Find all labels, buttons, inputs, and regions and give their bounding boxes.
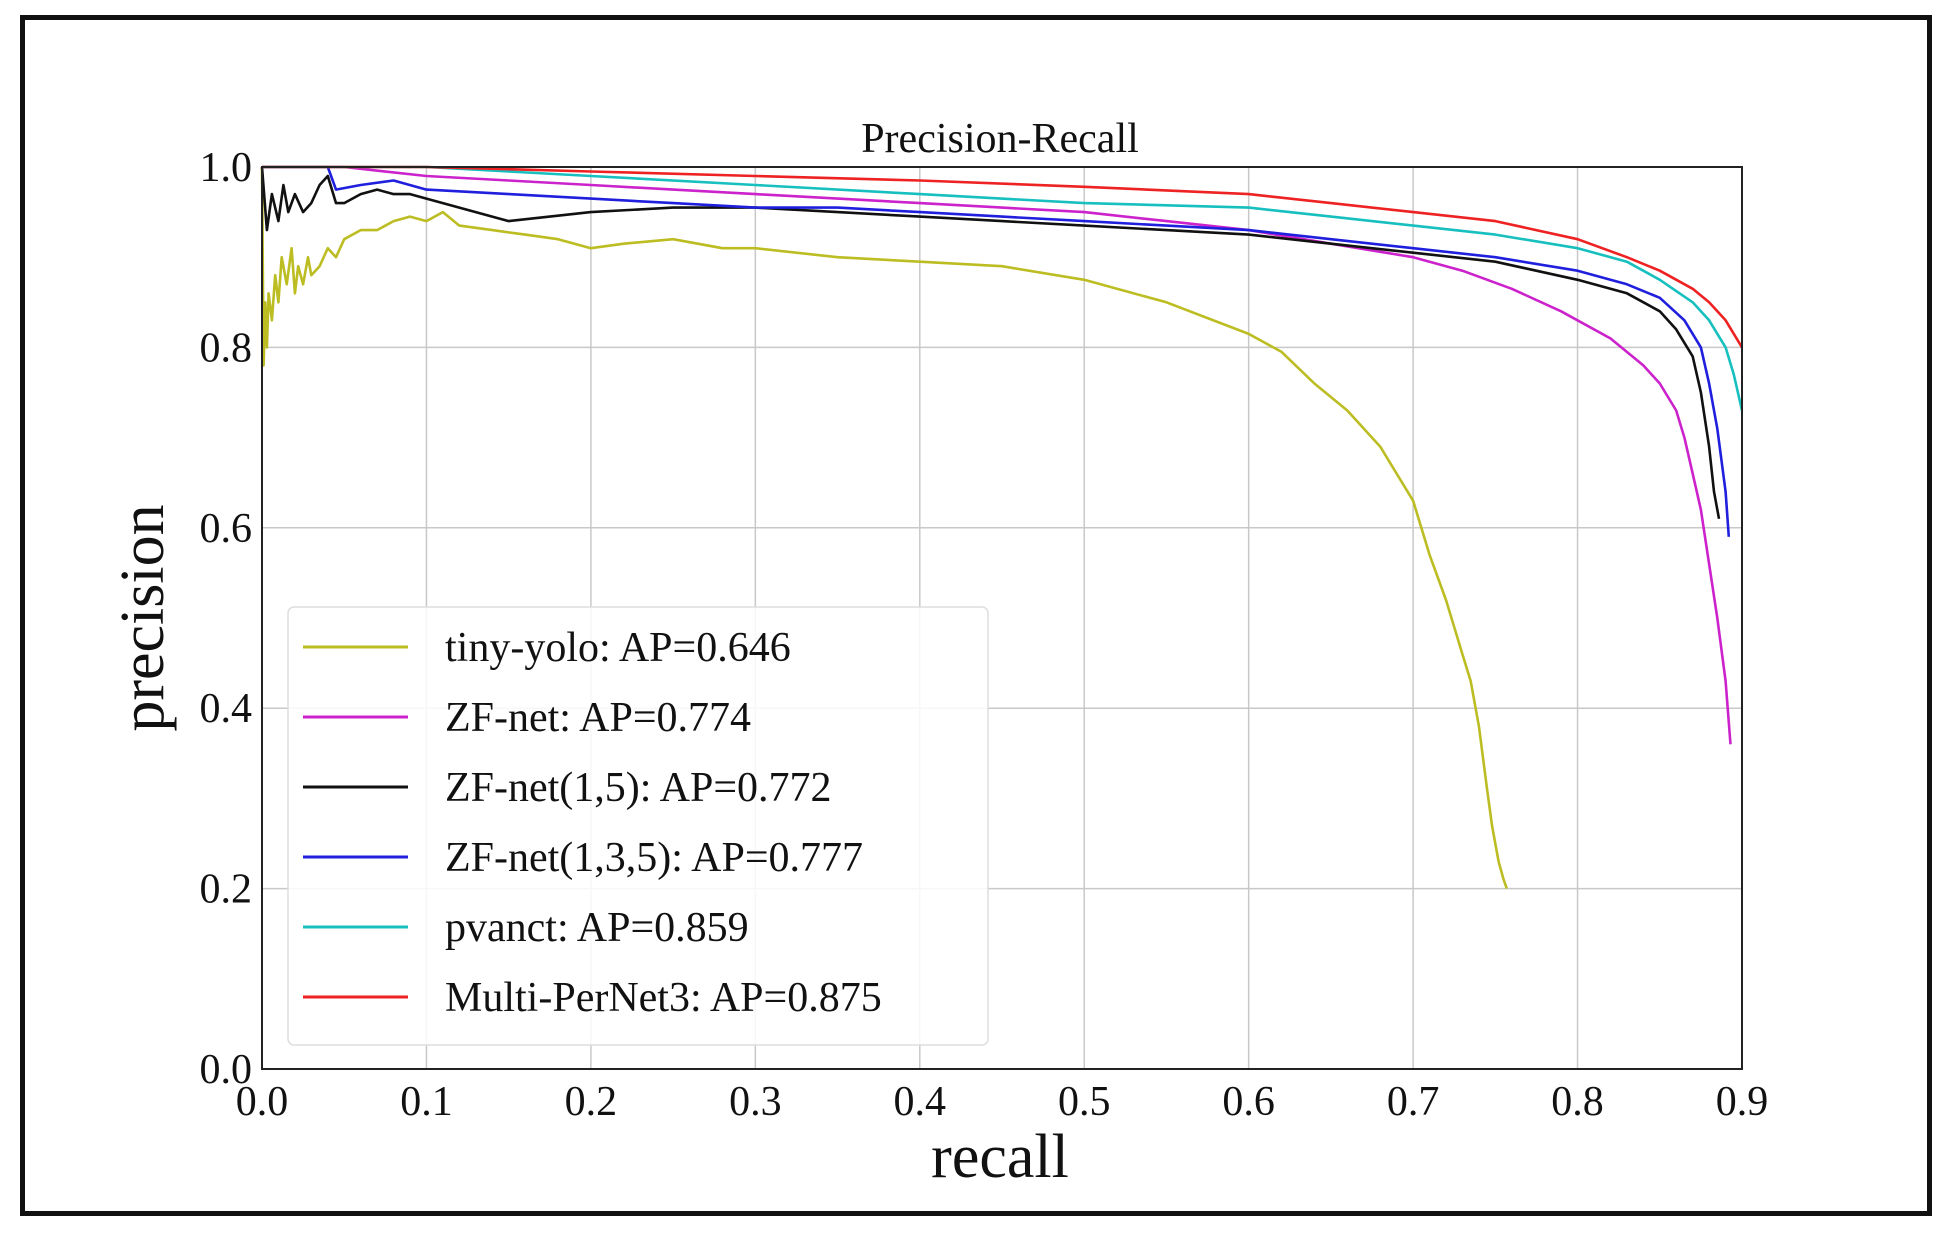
x-tick-label: 0.0 bbox=[236, 1079, 289, 1125]
legend-entry-label: ZF-net: AP=0.774 bbox=[445, 695, 751, 741]
series-lines bbox=[260, 165, 1744, 890]
x-tick-label: 0.8 bbox=[1551, 1079, 1604, 1125]
series-line-6 bbox=[262, 165, 1744, 349]
legend-entry-label: Multi-PerNet3: AP=0.875 bbox=[445, 975, 882, 1021]
x-tick-label: 0.3 bbox=[729, 1079, 782, 1125]
x-tick-labels: 0.0 0.1 0.2 0.3 0.4 0.5 0.6 0.7 0.8 0.9 bbox=[236, 1079, 1769, 1125]
x-tick-label: 0.6 bbox=[1222, 1079, 1275, 1125]
y-tick-label: 1.0 bbox=[200, 145, 253, 191]
y-tick-label: 0.6 bbox=[200, 506, 253, 552]
x-tick-label: 0.1 bbox=[400, 1079, 453, 1125]
series-line-5 bbox=[262, 165, 1744, 411]
y-tick-label: 0.2 bbox=[200, 867, 253, 913]
chart-title: Precision-Recall bbox=[861, 116, 1139, 162]
legend-entry-label: ZF-net(1,5): AP=0.772 bbox=[445, 765, 832, 811]
x-tick-label: 0.7 bbox=[1387, 1079, 1440, 1125]
x-tick-label: 0.2 bbox=[565, 1079, 618, 1125]
legend-entry-label: pvanct: AP=0.859 bbox=[445, 905, 749, 951]
x-tick-label: 0.4 bbox=[894, 1079, 947, 1125]
series-line-2 bbox=[262, 165, 1732, 745]
series-line-1 bbox=[260, 166, 1509, 890]
legend-entry-label: tiny-yolo: AP=0.646 bbox=[445, 625, 791, 671]
legend-entry-label: ZF-net(1,3,5): AP=0.777 bbox=[445, 835, 863, 881]
series-line-4 bbox=[262, 165, 1731, 537]
x-tick-label: 0.5 bbox=[1058, 1079, 1111, 1125]
y-tick-label: 0.0 bbox=[200, 1047, 253, 1093]
legend-box bbox=[287, 606, 989, 1046]
x-tick-label: 0.9 bbox=[1716, 1079, 1769, 1125]
plot-area-border bbox=[261, 166, 1743, 1070]
y-tick-label: 0.8 bbox=[200, 325, 253, 371]
y-tick-label: 0.4 bbox=[200, 686, 253, 732]
y-axis-label: precision bbox=[109, 504, 177, 731]
series-line-3 bbox=[260, 166, 1721, 520]
x-axis-label: recall bbox=[931, 1123, 1069, 1191]
legend: tiny-yolo: AP=0.646 ZF-net: AP=0.774 ZF-ne… bbox=[287, 606, 989, 1046]
y-tick-labels: 0.0 0.2 0.4 0.6 0.8 1.0 bbox=[200, 145, 253, 1093]
